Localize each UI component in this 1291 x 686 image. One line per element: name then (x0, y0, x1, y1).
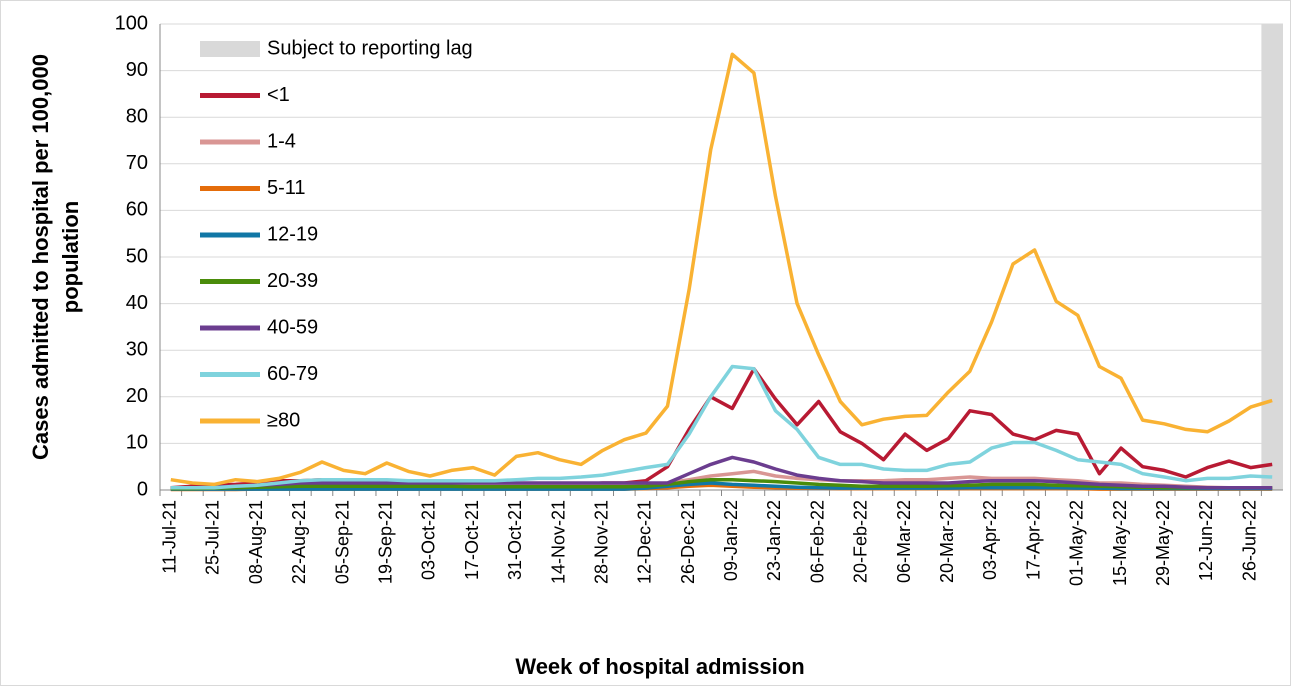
series-line (170, 481, 1273, 491)
x-tick-label: 11-Jul-21 (160, 500, 180, 574)
x-tick-label: 26-Jun-22 (1239, 500, 1259, 581)
legend-label: ≥80 (267, 409, 300, 431)
x-tick-label: 14-Nov-21 (548, 500, 568, 584)
series-line (170, 477, 1273, 491)
legend-swatch (200, 41, 260, 57)
legend-label: 60-79 (267, 363, 318, 385)
y-tick-label: 10 (126, 432, 148, 454)
y-axis-title: Cases admitted to hospital per 100,000 (28, 54, 53, 460)
x-tick-label: 08-Aug-21 (246, 500, 266, 584)
x-tick-label: 17-Oct-21 (462, 500, 482, 580)
legend-label: 5-11 (267, 177, 306, 199)
x-tick-label: 06-Feb-22 (807, 500, 827, 583)
x-tick-label: 19-Sep-21 (376, 500, 396, 584)
series-line (170, 455, 1273, 490)
legend-label: 12-19 (267, 223, 318, 245)
y-tick-label: 20 (126, 385, 148, 407)
y-tick-label: 90 (126, 59, 148, 81)
y-tick-label: 80 (126, 105, 148, 127)
x-tick-label: 03-Oct-21 (419, 500, 439, 580)
x-tick-label: 05-Sep-21 (332, 500, 352, 584)
series-line (170, 364, 1273, 490)
x-tick-label: 20-Feb-22 (851, 500, 871, 583)
y-axis-title: population (58, 201, 83, 313)
legend-label: 40-59 (267, 316, 318, 338)
x-axis-title: Week of hospital admission (515, 654, 804, 679)
y-tick-label: 30 (126, 338, 148, 360)
y-tick-label: 50 (126, 245, 148, 267)
x-tick-label: 15-May-22 (1110, 500, 1130, 586)
x-tick-label: 28-Nov-21 (591, 500, 611, 584)
y-tick-label: 40 (126, 292, 148, 314)
x-tick-label: 03-Apr-22 (980, 500, 1000, 580)
series-line (170, 52, 1273, 487)
x-tick-label: 29-May-22 (1153, 500, 1173, 586)
legend-label: 1-4 (267, 130, 296, 152)
legend-label: <1 (267, 84, 290, 106)
x-tick-label: 31-Oct-21 (505, 500, 525, 580)
x-tick-label: 01-May-22 (1067, 500, 1087, 586)
x-tick-label: 20-Mar-22 (937, 500, 957, 583)
x-tick-label: 23-Jan-22 (764, 500, 784, 581)
x-tick-label: 17-Apr-22 (1023, 500, 1043, 580)
x-tick-label: 09-Jan-22 (721, 500, 741, 581)
y-tick-label: 60 (126, 199, 148, 221)
y-tick-label: 70 (126, 152, 148, 174)
y-tick-label: 100 (115, 12, 148, 34)
x-tick-label: 25-Jul-21 (203, 500, 223, 575)
x-tick-label: 12-Jun-22 (1196, 500, 1216, 581)
x-tick-label: 26-Dec-21 (678, 500, 698, 584)
x-tick-label: 06-Mar-22 (894, 500, 914, 583)
legend-label: Subject to reporting lag (267, 37, 473, 59)
legend-label: 20-39 (267, 270, 318, 292)
y-tick-label: 0 (137, 478, 148, 500)
x-tick-label: 12-Dec-21 (635, 500, 655, 584)
x-tick-label: 22-Aug-21 (289, 500, 309, 584)
